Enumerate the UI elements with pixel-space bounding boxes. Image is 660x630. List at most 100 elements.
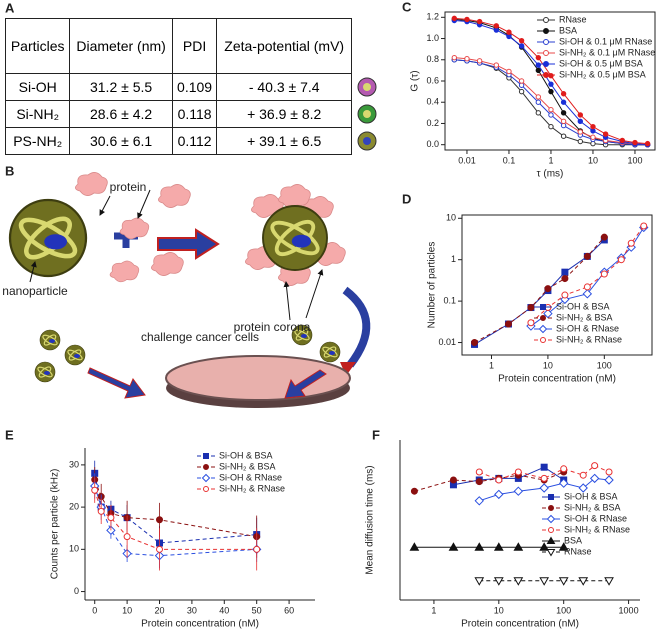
x-tick-label: 40 bbox=[219, 605, 229, 615]
legend-label: Si-OH & 0.1 μM RNase bbox=[559, 36, 652, 46]
marker bbox=[518, 78, 525, 84]
marker bbox=[544, 285, 552, 293]
y-tick-label: 1 bbox=[451, 254, 456, 264]
table-cell: Zeta-potential (mV) bbox=[216, 18, 352, 74]
marker bbox=[474, 542, 485, 551]
legend-label: Si-OH & 0.5 μM BSA bbox=[559, 58, 643, 68]
marker bbox=[558, 577, 569, 586]
marker bbox=[518, 43, 525, 49]
marker bbox=[464, 56, 470, 62]
marker bbox=[543, 28, 549, 34]
marker bbox=[539, 577, 550, 586]
x-tick-label: 1 bbox=[489, 360, 494, 370]
x-tick-label: 100 bbox=[597, 360, 612, 370]
legend-label: Si-OH & RNase bbox=[564, 513, 627, 523]
table-cell: 0.112 bbox=[171, 127, 218, 155]
marker bbox=[626, 242, 636, 252]
y-tick-label: 0.01 bbox=[438, 337, 456, 347]
marker bbox=[640, 222, 648, 230]
series bbox=[474, 473, 614, 506]
table-row: PS-NH₂ 30.6 ± 6.1 0.112 + 39.1 ± 6.5 bbox=[4, 127, 352, 155]
curved-arrow bbox=[342, 286, 371, 368]
arrow-head bbox=[340, 362, 356, 376]
table-cell: PDI bbox=[171, 18, 218, 74]
marker bbox=[201, 473, 211, 483]
marker bbox=[579, 471, 587, 479]
y-axis-label: G (τ) bbox=[410, 70, 421, 91]
marker bbox=[253, 545, 261, 553]
marker bbox=[561, 275, 569, 283]
legend-label: Si-OH & BSA bbox=[219, 450, 273, 460]
marker bbox=[540, 463, 548, 471]
marker bbox=[577, 118, 584, 125]
legend-label: Si-OH & RNase bbox=[219, 472, 282, 482]
series bbox=[475, 462, 613, 484]
marker bbox=[535, 54, 542, 61]
y-tick-label: 1.0 bbox=[426, 33, 439, 43]
x-tick-label: 50 bbox=[252, 605, 262, 615]
arrow bbox=[157, 228, 220, 260]
panel-label: E bbox=[5, 427, 14, 442]
series bbox=[451, 15, 651, 147]
table-cell: 30.6 ± 6.1 bbox=[69, 127, 173, 155]
x-tick-label: 60 bbox=[284, 605, 294, 615]
y-tick-label: 0.8 bbox=[426, 54, 439, 64]
marker bbox=[506, 29, 512, 35]
table-cell: - 40.3 ± 7.4 bbox=[216, 73, 352, 101]
x-tick-label: 1 bbox=[431, 605, 436, 615]
legend-label: RNase bbox=[559, 14, 587, 24]
marker bbox=[107, 514, 115, 522]
x-tick-label: 100 bbox=[627, 155, 642, 165]
marker bbox=[590, 140, 596, 147]
marker bbox=[535, 99, 542, 105]
table-cell: 0.109 bbox=[171, 73, 218, 101]
marker bbox=[546, 536, 556, 544]
marker bbox=[449, 476, 457, 484]
diagram-label: challenge cancer cells bbox=[141, 330, 259, 344]
table-cell: Si-OH bbox=[4, 73, 71, 101]
marker bbox=[495, 476, 503, 484]
marker bbox=[451, 54, 458, 61]
table-cell: PS-NH₂ bbox=[4, 127, 71, 155]
pointer bbox=[137, 189, 151, 219]
dish bbox=[165, 355, 351, 401]
panel-label: F bbox=[372, 427, 380, 442]
corona-particle bbox=[245, 184, 346, 286]
marker bbox=[474, 496, 484, 506]
marker bbox=[583, 283, 591, 291]
marker bbox=[604, 475, 614, 485]
marker bbox=[560, 122, 567, 129]
marker bbox=[543, 61, 549, 67]
marker bbox=[558, 478, 569, 488]
y-axis-label: Mean diffusion time (ms) bbox=[365, 465, 376, 574]
y-tick-label: 1.2 bbox=[426, 12, 439, 22]
series bbox=[91, 477, 261, 571]
marker bbox=[590, 134, 596, 140]
marker bbox=[513, 542, 524, 551]
table-cell: 0.118 bbox=[171, 100, 218, 128]
marker bbox=[546, 549, 556, 557]
marker bbox=[518, 37, 525, 44]
y-tick-label: 0 bbox=[74, 586, 79, 596]
table-cell: 28.6 ± 4.2 bbox=[69, 100, 173, 128]
marker bbox=[535, 110, 542, 116]
x-axis-label: Protein concentration (nM) bbox=[461, 619, 579, 630]
x-tick-label: 10 bbox=[543, 360, 553, 370]
y-tick-label: 30 bbox=[69, 459, 79, 469]
marker bbox=[600, 233, 608, 241]
marker bbox=[560, 110, 567, 116]
marker bbox=[578, 577, 589, 586]
marker bbox=[548, 106, 554, 113]
series bbox=[474, 577, 614, 586]
diagram-label: protein corona bbox=[234, 320, 311, 334]
marker bbox=[493, 577, 504, 586]
x-tick-label: 10 bbox=[588, 155, 598, 165]
marker bbox=[475, 468, 483, 476]
x-tick-label: 0 bbox=[92, 605, 97, 615]
marker bbox=[590, 123, 596, 130]
diagram-label: nanoparticle bbox=[2, 284, 68, 298]
marker bbox=[535, 94, 542, 100]
y-axis-label: Number of particles bbox=[427, 242, 438, 329]
marker bbox=[558, 542, 569, 551]
series bbox=[409, 542, 569, 551]
